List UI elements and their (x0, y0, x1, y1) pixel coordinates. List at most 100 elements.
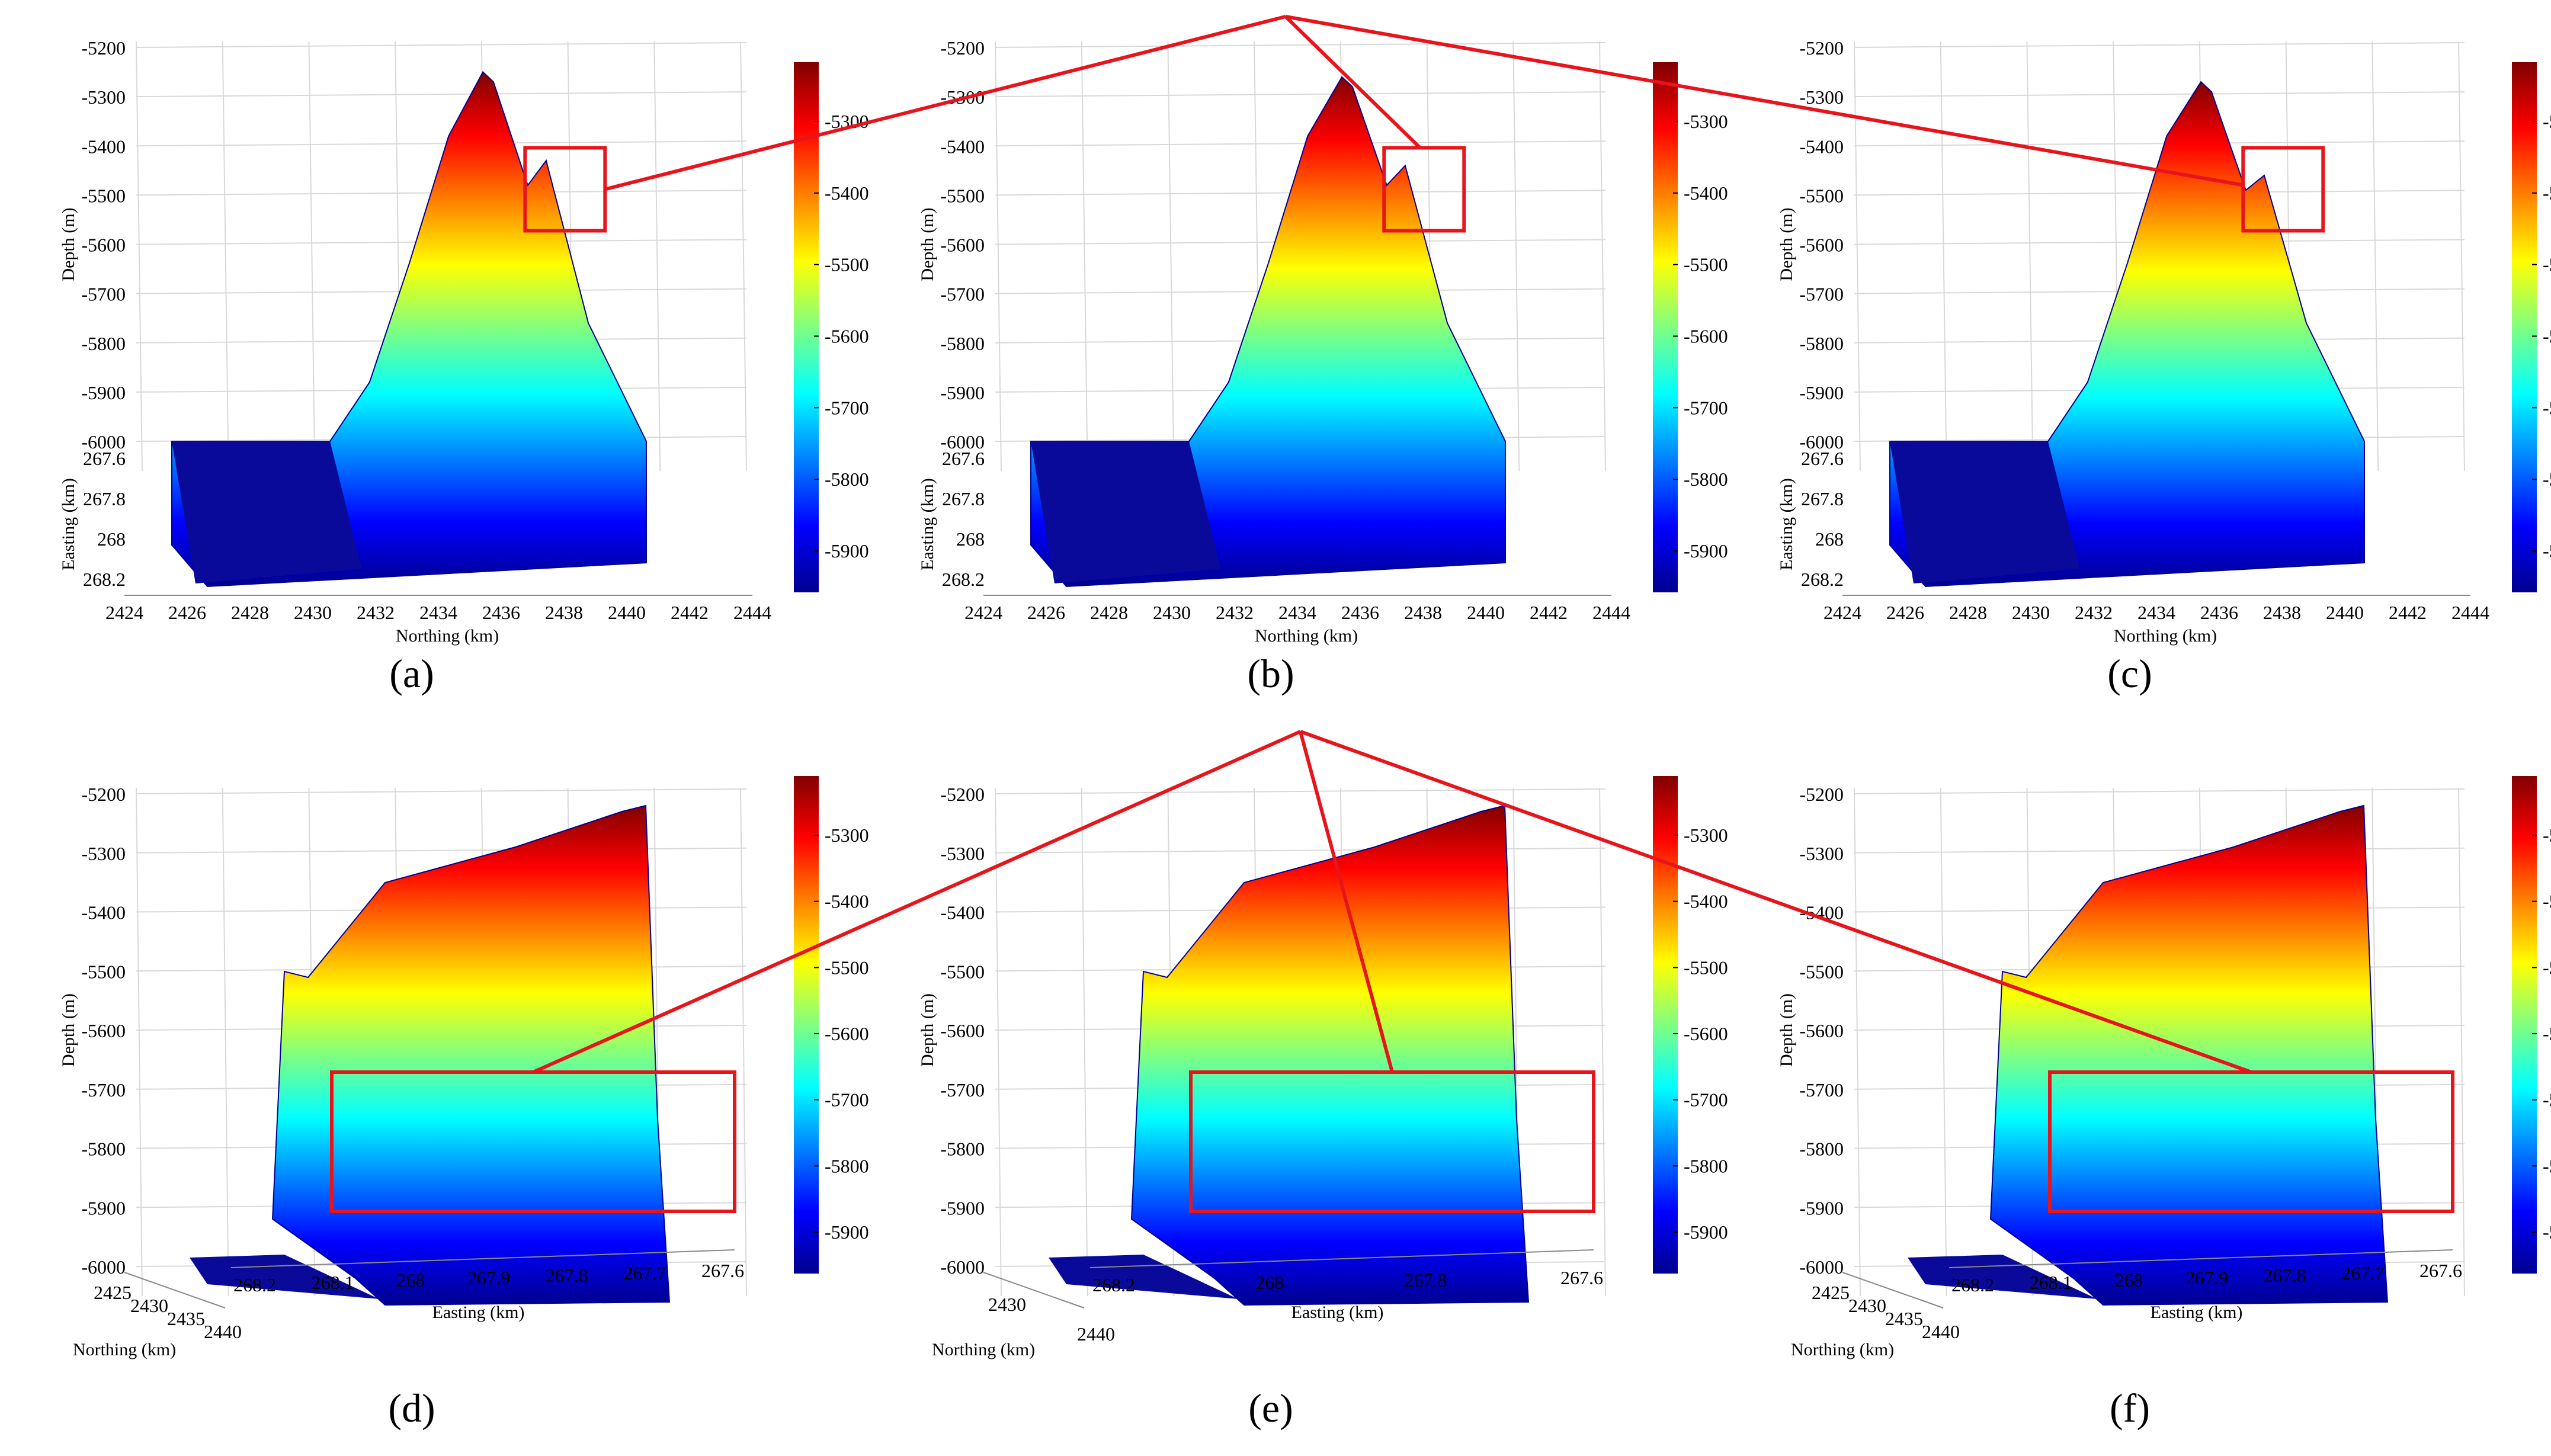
x-tick-label: 268 (1255, 1272, 1284, 1293)
x-tick-label: 2430 (2012, 602, 2050, 623)
x-tick-label: 2434 (2137, 602, 2175, 623)
z-tick-label: -5700 (940, 284, 985, 305)
gridline (222, 41, 229, 472)
colorbar-tick-label: -5400 (1684, 891, 1728, 912)
z-tick-label: -5200 (1799, 784, 1844, 805)
colorbar-tick-label: -5900 (1684, 1221, 1728, 1243)
highlight-box (2241, 146, 2325, 233)
surface-flank (271, 804, 671, 1306)
y-tick-label: 267.6 (83, 448, 126, 469)
colorbar-tick-label: -5700 (2543, 397, 2551, 418)
y-tick-label: 268 (1815, 528, 1844, 550)
x-tick-label: 2444 (1592, 602, 1630, 623)
x-tick-label: 2438 (2263, 602, 2301, 623)
x-tick-label: 268 (396, 1269, 425, 1291)
x-tick-label: 2436 (482, 602, 520, 623)
z-tick-label: -5800 (81, 1138, 126, 1160)
colorbar-tick-label: -5800 (2543, 1155, 2551, 1176)
y-tick-label: 268.2 (83, 569, 126, 590)
gridline (136, 42, 747, 48)
x-tick-label: 268 (2114, 1269, 2143, 1291)
gridline (1940, 41, 1947, 472)
x-tick-label: 2442 (1530, 602, 1568, 623)
z-axis-label: Depth (m) (59, 993, 78, 1067)
x-tick-label: 2436 (2200, 602, 2238, 623)
colorbar-tick-label: -5400 (2543, 891, 2551, 912)
colorbar-tick-label: -5300 (1684, 111, 1728, 132)
y-axis-label: Northing (km) (73, 1340, 176, 1359)
gridline (1599, 41, 1606, 472)
z-tick-label: -5700 (1799, 1079, 1844, 1101)
z-tick-label: -5400 (940, 902, 985, 923)
x-tick-label: 2442 (2389, 602, 2427, 623)
y-axis-label: Easting (km) (59, 478, 78, 570)
x-tick-label: 2426 (1027, 602, 1065, 623)
surface (1889, 81, 2365, 588)
connector-line (1299, 731, 1394, 1073)
x-tick-label: 2434 (1278, 602, 1316, 623)
x-tick-label: 2438 (545, 602, 583, 623)
gridline (1512, 41, 1520, 472)
z-tick-label: -5500 (1799, 185, 1844, 206)
z-tick-label: -5400 (1799, 136, 1844, 157)
gridline (1854, 42, 2465, 48)
x-tick-label: 267.6 (701, 1260, 744, 1281)
x-tick-label: 2444 (2451, 602, 2489, 623)
gridline (136, 787, 143, 1297)
y-tick-label: 267.8 (942, 488, 985, 509)
y-tick-label: 267.6 (942, 448, 985, 469)
panel-caption: (b) (1247, 651, 1294, 696)
x-tick-label: 267.6 (2419, 1260, 2462, 1281)
colorbar-tick-label: -5700 (2543, 1089, 2551, 1111)
gridline (995, 788, 1606, 794)
z-axis-label: Depth (m) (1777, 207, 1796, 281)
surface-base (190, 1255, 379, 1299)
z-tick-label: -5600 (940, 235, 985, 256)
colorbar-tick-label: -5700 (825, 1089, 869, 1111)
gridline (653, 41, 661, 472)
gridline (308, 41, 316, 472)
colorbar-tick-label: -5500 (825, 957, 869, 978)
colorbar-tick-label: -5700 (1684, 397, 1728, 418)
x-tick-label: 2440 (2326, 602, 2364, 623)
z-tick-label: -5800 (81, 333, 126, 354)
x-tick-label: 267.7 (2341, 1262, 2384, 1284)
gridline (995, 41, 1002, 472)
colorbar-tick-label: -5900 (2543, 540, 2551, 562)
x-tick-label: 2442 (671, 602, 709, 623)
colorbar-tick-label: -5400 (2543, 182, 2551, 204)
gridline (136, 788, 747, 794)
gridline (136, 140, 747, 147)
y-tick-label: 2435 (1885, 1308, 1923, 1329)
gridline (1854, 140, 2465, 147)
z-tick-label: -5600 (1799, 1020, 1844, 1041)
x-tick-label: 2428 (231, 602, 269, 623)
z-axis-label: Depth (m) (918, 993, 937, 1067)
colorbar-tick-label: -5600 (1684, 1023, 1728, 1044)
z-tick-label: -5600 (81, 1020, 126, 1041)
y-tick-label: 268.2 (1801, 569, 1844, 590)
z-tick-label: -6000 (940, 1256, 985, 1278)
gridline (1081, 787, 1088, 1297)
colorbar (2512, 776, 2537, 1274)
y-tick-label: 2430 (1848, 1295, 1886, 1316)
connector-line (1285, 15, 2244, 187)
y-axis (124, 1272, 226, 1309)
x-tick-label: 2424 (105, 602, 143, 623)
z-axis-label: Depth (m) (59, 207, 78, 281)
colorbar (794, 776, 819, 1274)
colorbar-tick-label: -5700 (825, 397, 869, 418)
z-axis-label: Depth (m) (1777, 993, 1796, 1067)
colorbar-tick-label: -5600 (1684, 326, 1728, 347)
colorbar-tick-label: -5500 (825, 254, 869, 275)
gridline (1599, 787, 1606, 1297)
z-tick-label: -5200 (81, 784, 126, 805)
x-tick-label: 2428 (1949, 602, 1987, 623)
y-tick-label: 2435 (167, 1308, 205, 1329)
z-tick-label: -5600 (1799, 235, 1844, 256)
y-tick-label: 267.8 (83, 488, 126, 509)
colorbar (794, 62, 819, 592)
y-tick-label: 2440 (1077, 1323, 1115, 1345)
colorbar-tick-label: -5300 (825, 825, 869, 846)
